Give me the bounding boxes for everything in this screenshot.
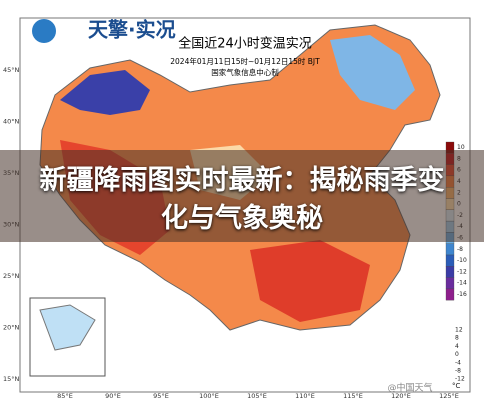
headline-band [0,150,484,242]
logo-icon [32,19,56,43]
lat-label: 25°N [3,272,20,280]
lat-label: 20°N [3,324,20,332]
legend2-label: -4 [455,359,461,366]
legend2-label: 8 [455,335,459,342]
cold-area [60,70,150,115]
legend-label: -12 [457,268,467,275]
lon-label: 95°E [153,392,169,400]
logo: 天擎·实况 [88,18,176,42]
legend2-label: -12 [455,376,465,383]
legend-label: -16 [457,291,467,298]
legend-swatch [445,288,455,301]
inset-sea [39,304,96,351]
lon-label: 100°E [199,392,219,400]
map-subtitle: 2024年01月11日15时~01月12日15时 BJT [170,56,320,66]
lon-label: 115°E [343,392,363,400]
legend2-label: -8 [455,368,461,375]
lat-label: 40°N [3,118,20,126]
legend2-label: 4 [455,343,459,350]
legend-swatch [445,266,455,278]
lon-label: 90°E [105,392,121,400]
lon-label: 85°E [57,392,73,400]
legend2-unit: °C [452,382,461,390]
lon-label: 105°E [247,392,267,400]
legend-label: -10 [457,257,467,264]
lat-label: 15°N [3,375,20,383]
lon-label: 125°E [439,392,459,400]
watermark: @中国天气 [387,382,432,394]
legend-label: -14 [457,280,467,287]
lon-label: 110°E [295,392,315,400]
map-source: 国家气象信息中心制 [211,67,279,77]
legend-label: 10 [457,144,465,151]
legend2-label: 12 [455,327,463,334]
lon-label: 120°E [391,392,411,400]
legend2-label: 0 [455,351,459,358]
headline: 新疆降雨图实时最新：揭秘雨季变化与气象奥秘 [39,165,445,234]
lat-label: 45°N [3,66,20,74]
warm-area [250,240,370,322]
map-title: 全国近24小时变温实况 [178,36,312,52]
cold-area [330,35,415,110]
legend-swatch [445,254,455,267]
legend-swatch [445,243,455,256]
legend-label: -8 [457,246,463,253]
legend-swatch [445,277,455,290]
